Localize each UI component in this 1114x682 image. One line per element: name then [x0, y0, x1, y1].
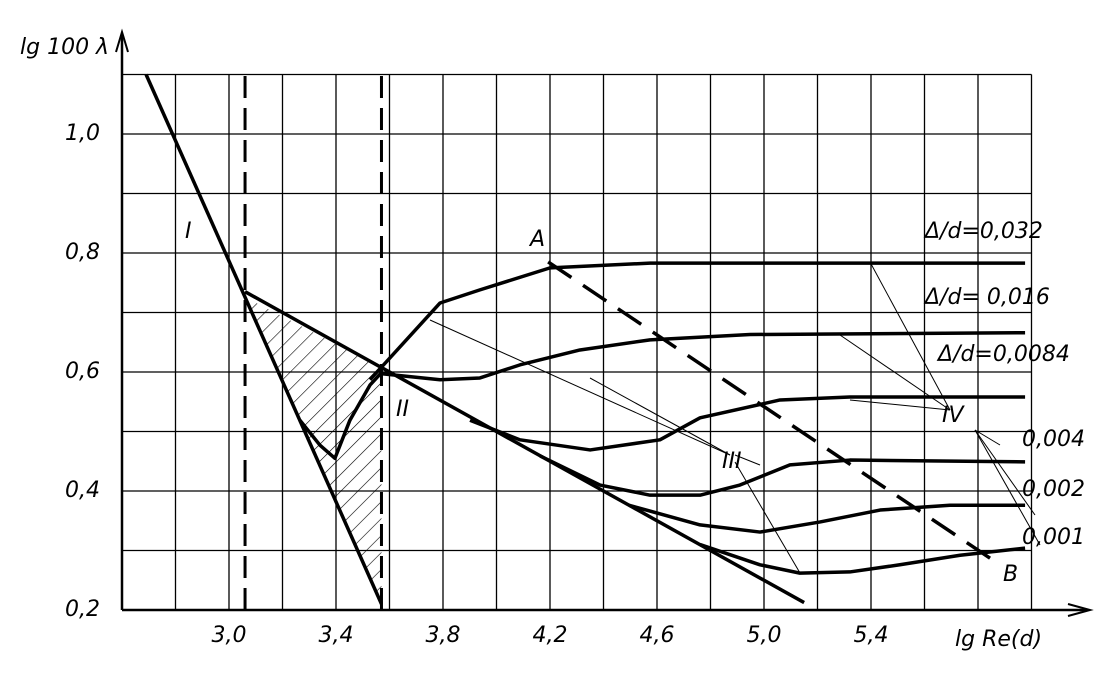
leader-line [849, 399, 951, 411]
series-label: II [396, 397, 409, 422]
line-series [539, 454, 1026, 497]
leader-line [974, 429, 1041, 546]
series-label: Δ/d= 0,016 [923, 285, 1050, 310]
y-tick-label: 1,0 [65, 121, 100, 146]
leader-line [974, 429, 1001, 446]
annotation: III [722, 449, 741, 474]
line-series [368, 261, 1026, 381]
line-series [144, 73, 384, 605]
line-series [547, 260, 1001, 567]
series-label: 0,002 [1022, 477, 1085, 502]
line-series [469, 395, 1026, 452]
line-series [628, 503, 1026, 534]
line-series [699, 542, 1026, 575]
annotation: IV [942, 403, 965, 428]
y-tick-label: 0,4 [65, 478, 100, 503]
annotation: A [528, 227, 545, 252]
x-arrow [1067, 603, 1094, 617]
series-label: I [185, 219, 192, 244]
x-tick-label: 5,0 [747, 623, 782, 648]
y-arrow [115, 28, 129, 53]
x-axis-title: lg Re(d) [955, 627, 1042, 652]
x-tick-label: 4,6 [640, 623, 675, 648]
y-tick-label: 0,2 [65, 597, 100, 622]
x-tick-label: 3,0 [212, 623, 247, 648]
x-tick-label: 3,4 [319, 623, 354, 648]
x-tick-label: 4,2 [533, 623, 568, 648]
leader-line [974, 429, 1036, 516]
leader-line [589, 377, 731, 456]
series-label: Δ/d=0,0084 [936, 342, 1070, 367]
series-label: Δ/d=0,032 [923, 219, 1043, 244]
y-axis-title: lg 100 λ [20, 35, 109, 60]
x-tick-label: 3,8 [426, 623, 461, 648]
line-series [298, 370, 384, 461]
y-tick-label: 0,6 [65, 359, 100, 384]
leader-line [429, 319, 731, 456]
y-tick-label: 0,8 [65, 240, 100, 265]
line-series [244, 290, 805, 605]
leader-line [734, 454, 761, 466]
line-series [381, 330, 1026, 382]
series-label: 0,004 [1022, 427, 1085, 452]
series-label: 0,001 [1022, 525, 1085, 550]
leader-line [869, 261, 951, 411]
annotation: B [1003, 562, 1018, 587]
x-tick-label: 5,4 [854, 623, 889, 648]
leader-line [734, 461, 801, 574]
